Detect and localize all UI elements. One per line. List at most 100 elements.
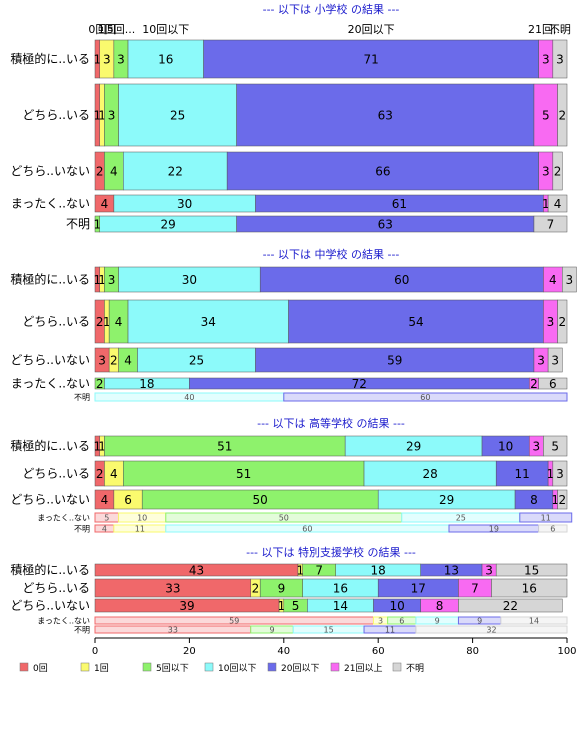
legend-label-3: 10回以下 <box>218 663 256 674</box>
row-label-1-3: まったく..ない <box>11 377 90 391</box>
data-label-3-0-3: 18 <box>371 564 386 578</box>
data-label-0-3-4: 61 <box>392 197 407 211</box>
bar-segment-3-3-6 <box>500 616 568 625</box>
row-label-3-3: まったく..ない <box>37 617 90 626</box>
data-label-3-1-2: 9 <box>278 582 286 596</box>
data-label-1-0-1: 1 <box>98 273 106 287</box>
data-label-3-3-6: 14 <box>529 617 539 626</box>
legend-label-0: 0回 <box>33 663 48 674</box>
row-label-2-0: 積極的に..いる <box>10 438 90 453</box>
data-label-1-2-2: 4 <box>124 354 132 368</box>
row-label-0-2: どちら..いない <box>10 164 90 178</box>
bar-segment-0-2-6 <box>552 151 563 191</box>
data-label-3-0-4: 13 <box>444 564 459 578</box>
data-label-2-0-0: 1 <box>94 440 102 454</box>
bar-segment-1-3-6 <box>538 377 568 390</box>
data-label-3-1-0: 33 <box>165 582 180 596</box>
data-label-0-3-0: 4 <box>101 197 109 211</box>
data-label-3-2-2: 5 <box>292 599 300 613</box>
bar-segment-3-2-6 <box>458 598 563 613</box>
data-label-3-3-1: 3 <box>378 617 383 626</box>
bar-segment-0-4-6 <box>533 215 568 233</box>
bar-segment-tint-1-4-3 <box>95 393 284 401</box>
data-label-2-1-0: 2 <box>96 467 104 481</box>
legend-label-1: 1回 <box>94 663 109 674</box>
panel-title-1: --- 以下は 中学校 の結果 --- <box>263 247 400 261</box>
data-label-2-0-1: 1 <box>98 440 106 454</box>
data-label-0-2-3: 22 <box>168 165 183 179</box>
data-label-3-4-6: 32 <box>486 626 496 635</box>
data-label-1-0-2: 3 <box>108 273 116 287</box>
bar-segment-3-4-6 <box>415 625 568 634</box>
data-label-3-1-6: 16 <box>522 582 537 596</box>
legend-swatch-6 <box>392 662 402 672</box>
data-label-2-3-3: 25 <box>456 514 466 523</box>
top-label-s5: 21回... <box>528 23 564 36</box>
data-label-0-1-6: 2 <box>558 109 566 123</box>
row-label-3-2: どちら..いない <box>10 599 90 613</box>
bar-segment-2-1-3 <box>363 460 497 487</box>
data-label-0-0-1: 3 <box>103 53 111 67</box>
data-label-1-0-0: 1 <box>94 273 102 287</box>
data-label-3-0-6: 15 <box>524 564 539 578</box>
bar-segment-1-4-4 <box>283 392 568 402</box>
data-label-3-2-4: 10 <box>389 599 404 613</box>
legend-swatch-0 <box>19 662 29 672</box>
bar-segment-tint-2-3-2 <box>165 513 402 522</box>
data-label-0-3-5: 1 <box>542 197 550 211</box>
data-label-3-3-3: 9 <box>435 617 440 626</box>
data-label-3-4-3: 15 <box>324 626 334 635</box>
bar-segment-0-2-4 <box>226 151 539 191</box>
x-tick-label-100: 100 <box>557 646 576 657</box>
data-label-2-2-6: 2 <box>558 493 566 507</box>
data-label-3-3-0: 59 <box>229 617 239 626</box>
data-label-3-1-4: 17 <box>411 582 426 596</box>
data-label-3-1-1: 2 <box>252 582 260 596</box>
data-label-0-2-2: 4 <box>110 165 118 179</box>
row-label-1-4: 不明 <box>74 393 90 402</box>
data-label-2-3-1: 10 <box>137 514 147 523</box>
bar-segment-tint-3-4-2 <box>250 626 294 633</box>
row-label-3-1: どちら..いる <box>22 581 90 595</box>
data-label-0-0-4: 71 <box>363 53 378 67</box>
data-label-2-2-1: 6 <box>124 493 132 507</box>
bar-segment-1-1-4 <box>288 299 544 344</box>
bar-segment-tint-2-4-3 <box>165 525 450 532</box>
row-label-2-3: まったく..ない <box>37 514 90 523</box>
data-label-2-1-5: 1 <box>547 467 555 481</box>
row-label-0-1: どちら..いる <box>22 108 90 122</box>
data-label-2-2-3: 29 <box>439 493 454 507</box>
data-label-1-1-6: 2 <box>558 315 566 329</box>
data-label-1-2-5: 3 <box>537 354 545 368</box>
data-label-0-1-5: 5 <box>542 109 550 123</box>
legend-swatch-4 <box>267 662 277 672</box>
bar-segment-1-1-6 <box>557 299 568 344</box>
data-label-0-2-5: 3 <box>542 165 550 179</box>
bar-segment-0-0-6 <box>552 39 568 79</box>
data-label-1-2-6: 3 <box>551 354 559 368</box>
data-label-3-0-0: 43 <box>189 564 204 578</box>
data-label-2-0-2: 51 <box>217 440 232 454</box>
data-label-2-0-4: 10 <box>498 440 513 454</box>
bar-segment-tint-3-4-4 <box>364 626 416 633</box>
data-label-0-4-3: 29 <box>161 218 176 232</box>
data-label-1-2-1: 2 <box>110 354 118 368</box>
top-label-s0: 0回 <box>88 23 106 36</box>
legend-swatch-5 <box>330 662 340 672</box>
legend-label-6: 不明 <box>406 663 424 674</box>
bar-segment-1-0-3 <box>118 266 261 293</box>
data-label-1-1-1: 1 <box>103 315 111 329</box>
data-label-3-3-2: 6 <box>399 617 404 626</box>
top-label-s3: 10回以下 <box>142 23 189 36</box>
data-label-2-3-2: 50 <box>279 514 289 523</box>
bar-segment-0-3-6 <box>547 194 568 213</box>
legend-swatch-2 <box>142 662 152 672</box>
data-label-2-4-3: 60 <box>302 525 312 534</box>
data-label-2-4-4: 19 <box>489 525 499 534</box>
data-label-2-4-6: 6 <box>550 525 555 534</box>
data-label-3-0-2: 7 <box>315 564 323 578</box>
data-label-1-1-3: 34 <box>201 315 216 329</box>
row-label-2-4: 不明 <box>74 525 90 534</box>
data-label-1-4-4: 60 <box>420 393 430 402</box>
bar-segment-0-1-6 <box>557 83 568 147</box>
